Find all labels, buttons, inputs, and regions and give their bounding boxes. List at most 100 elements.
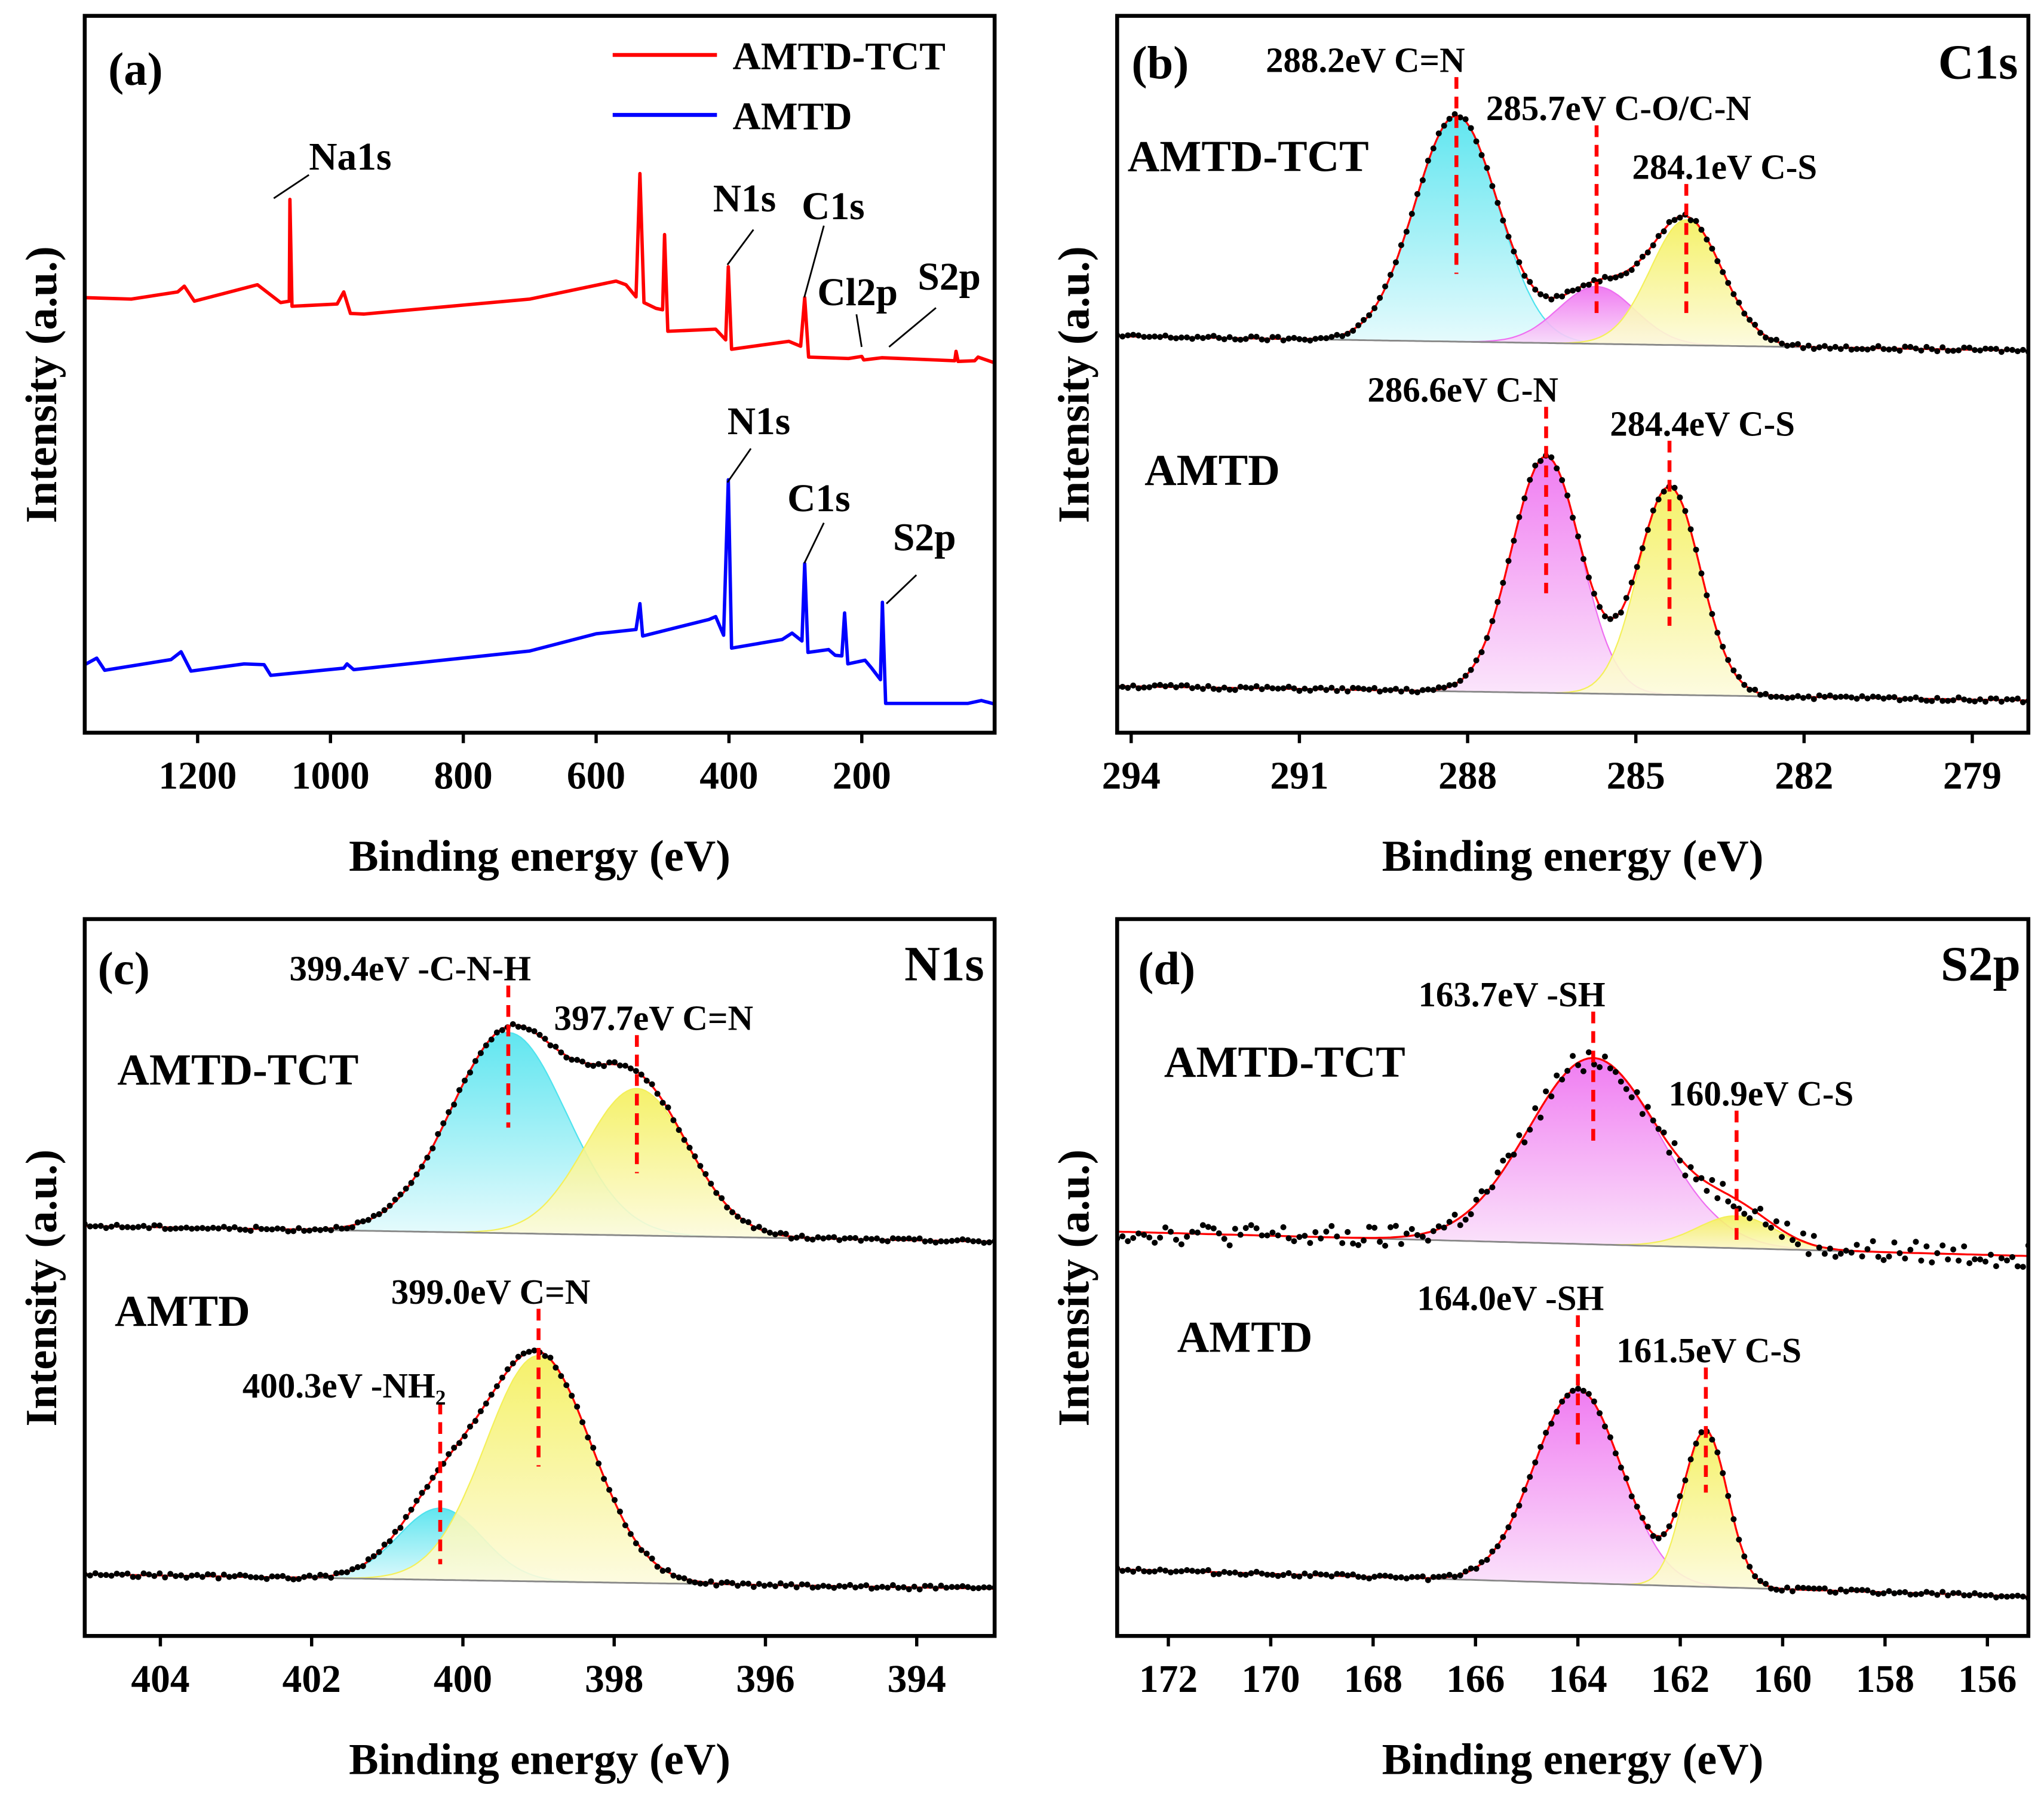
data-point xyxy=(1457,114,1463,121)
data-point xyxy=(1612,1068,1619,1075)
data-point xyxy=(1714,629,1721,636)
data-point xyxy=(681,1137,688,1143)
data-point xyxy=(1178,1568,1184,1575)
data-point xyxy=(1875,1590,1882,1598)
data-point xyxy=(1312,336,1319,342)
data-point xyxy=(1377,1239,1383,1245)
data-point xyxy=(686,1144,693,1151)
data-point xyxy=(1570,1053,1576,1059)
data-point xyxy=(1628,579,1635,586)
data-point xyxy=(863,1582,870,1589)
data-point xyxy=(1334,688,1340,695)
y-axis-title: Intensity (a.u.) xyxy=(17,246,66,523)
data-point xyxy=(199,1225,205,1231)
data-point xyxy=(879,1583,886,1590)
data-point xyxy=(1816,1244,1822,1251)
data-point xyxy=(1350,684,1356,691)
data-point xyxy=(1269,685,1276,692)
data-point xyxy=(531,1347,538,1354)
data-point xyxy=(280,1572,286,1579)
data-point xyxy=(1532,1105,1539,1111)
data-point xyxy=(1896,348,1903,354)
data-point xyxy=(1430,1574,1437,1580)
data-point xyxy=(2004,696,2011,702)
data-point xyxy=(734,1583,741,1589)
x-tick-label: 394 xyxy=(888,1658,946,1701)
data-point xyxy=(1832,1254,1839,1260)
data-point xyxy=(499,1027,505,1033)
data-point xyxy=(210,1571,216,1578)
data-point xyxy=(477,1050,484,1056)
data-point xyxy=(1318,335,1324,342)
data-point xyxy=(140,1223,147,1229)
data-point xyxy=(376,1549,382,1555)
data-point xyxy=(1462,1217,1469,1223)
peak-label: 285.7eV C-O/C-N xyxy=(1486,88,1751,128)
data-point xyxy=(1366,686,1373,693)
data-point xyxy=(173,1573,179,1580)
data-point xyxy=(1832,694,1839,701)
data-point xyxy=(633,1068,639,1074)
data-point xyxy=(1607,1065,1613,1071)
data-point xyxy=(1870,345,1876,352)
data-point xyxy=(424,1154,431,1161)
data-point xyxy=(1221,336,1227,343)
data-point xyxy=(1216,334,1222,341)
data-point xyxy=(1779,340,1785,347)
data-point xyxy=(1511,248,1517,255)
data-point xyxy=(649,1081,655,1088)
data-point xyxy=(1403,1230,1410,1237)
data-point xyxy=(1628,267,1635,274)
data-point xyxy=(1966,1592,1973,1599)
data-point xyxy=(1950,1246,1957,1253)
data-point xyxy=(253,1223,259,1230)
data-point xyxy=(2014,1263,2021,1270)
data-point xyxy=(1896,1589,1903,1596)
data-point xyxy=(820,1235,827,1242)
data-point xyxy=(429,1475,436,1481)
data-point xyxy=(1425,158,1431,164)
data-point xyxy=(1564,1392,1571,1399)
data-point xyxy=(1184,1233,1190,1240)
peak-label: 399.0eV C=N xyxy=(391,1272,591,1311)
data-point xyxy=(1205,1224,1211,1230)
data-point xyxy=(1704,592,1710,598)
data-point xyxy=(772,1583,778,1590)
data-point xyxy=(1864,1587,1871,1593)
data-point xyxy=(1859,1587,1865,1593)
data-point xyxy=(477,1408,484,1415)
data-point xyxy=(932,1585,939,1592)
data-point xyxy=(1548,1093,1555,1099)
data-point xyxy=(1425,1577,1431,1583)
data-point xyxy=(943,1584,950,1591)
data-point xyxy=(253,1574,259,1581)
data-point xyxy=(1543,1430,1549,1436)
peak-label: 284.1eV C-S xyxy=(1632,147,1817,186)
data-point xyxy=(269,1573,275,1580)
data-point xyxy=(483,1400,489,1407)
data-point xyxy=(553,1043,559,1050)
x-tick-label: 404 xyxy=(131,1658,189,1701)
data-point xyxy=(1478,152,1485,158)
data-point xyxy=(1601,1053,1608,1060)
data-point xyxy=(670,1572,677,1579)
data-point xyxy=(1585,574,1592,580)
data-point xyxy=(1741,681,1748,688)
data-point xyxy=(1612,274,1619,281)
data-point xyxy=(1205,683,1211,689)
data-point xyxy=(1259,686,1265,693)
data-point xyxy=(1559,1076,1566,1083)
data-point xyxy=(611,1059,618,1065)
region-label: N1s xyxy=(904,936,984,991)
data-point xyxy=(1130,682,1137,689)
data-point xyxy=(889,1582,896,1589)
data-point xyxy=(1837,1586,1844,1593)
data-point xyxy=(493,1383,500,1390)
data-point xyxy=(1543,293,1549,300)
data-point xyxy=(1687,1164,1694,1171)
data-point xyxy=(1473,138,1480,145)
data-point xyxy=(1269,334,1276,340)
data-point xyxy=(916,1235,923,1242)
data-point xyxy=(1623,1086,1629,1092)
data-point xyxy=(1419,687,1426,693)
